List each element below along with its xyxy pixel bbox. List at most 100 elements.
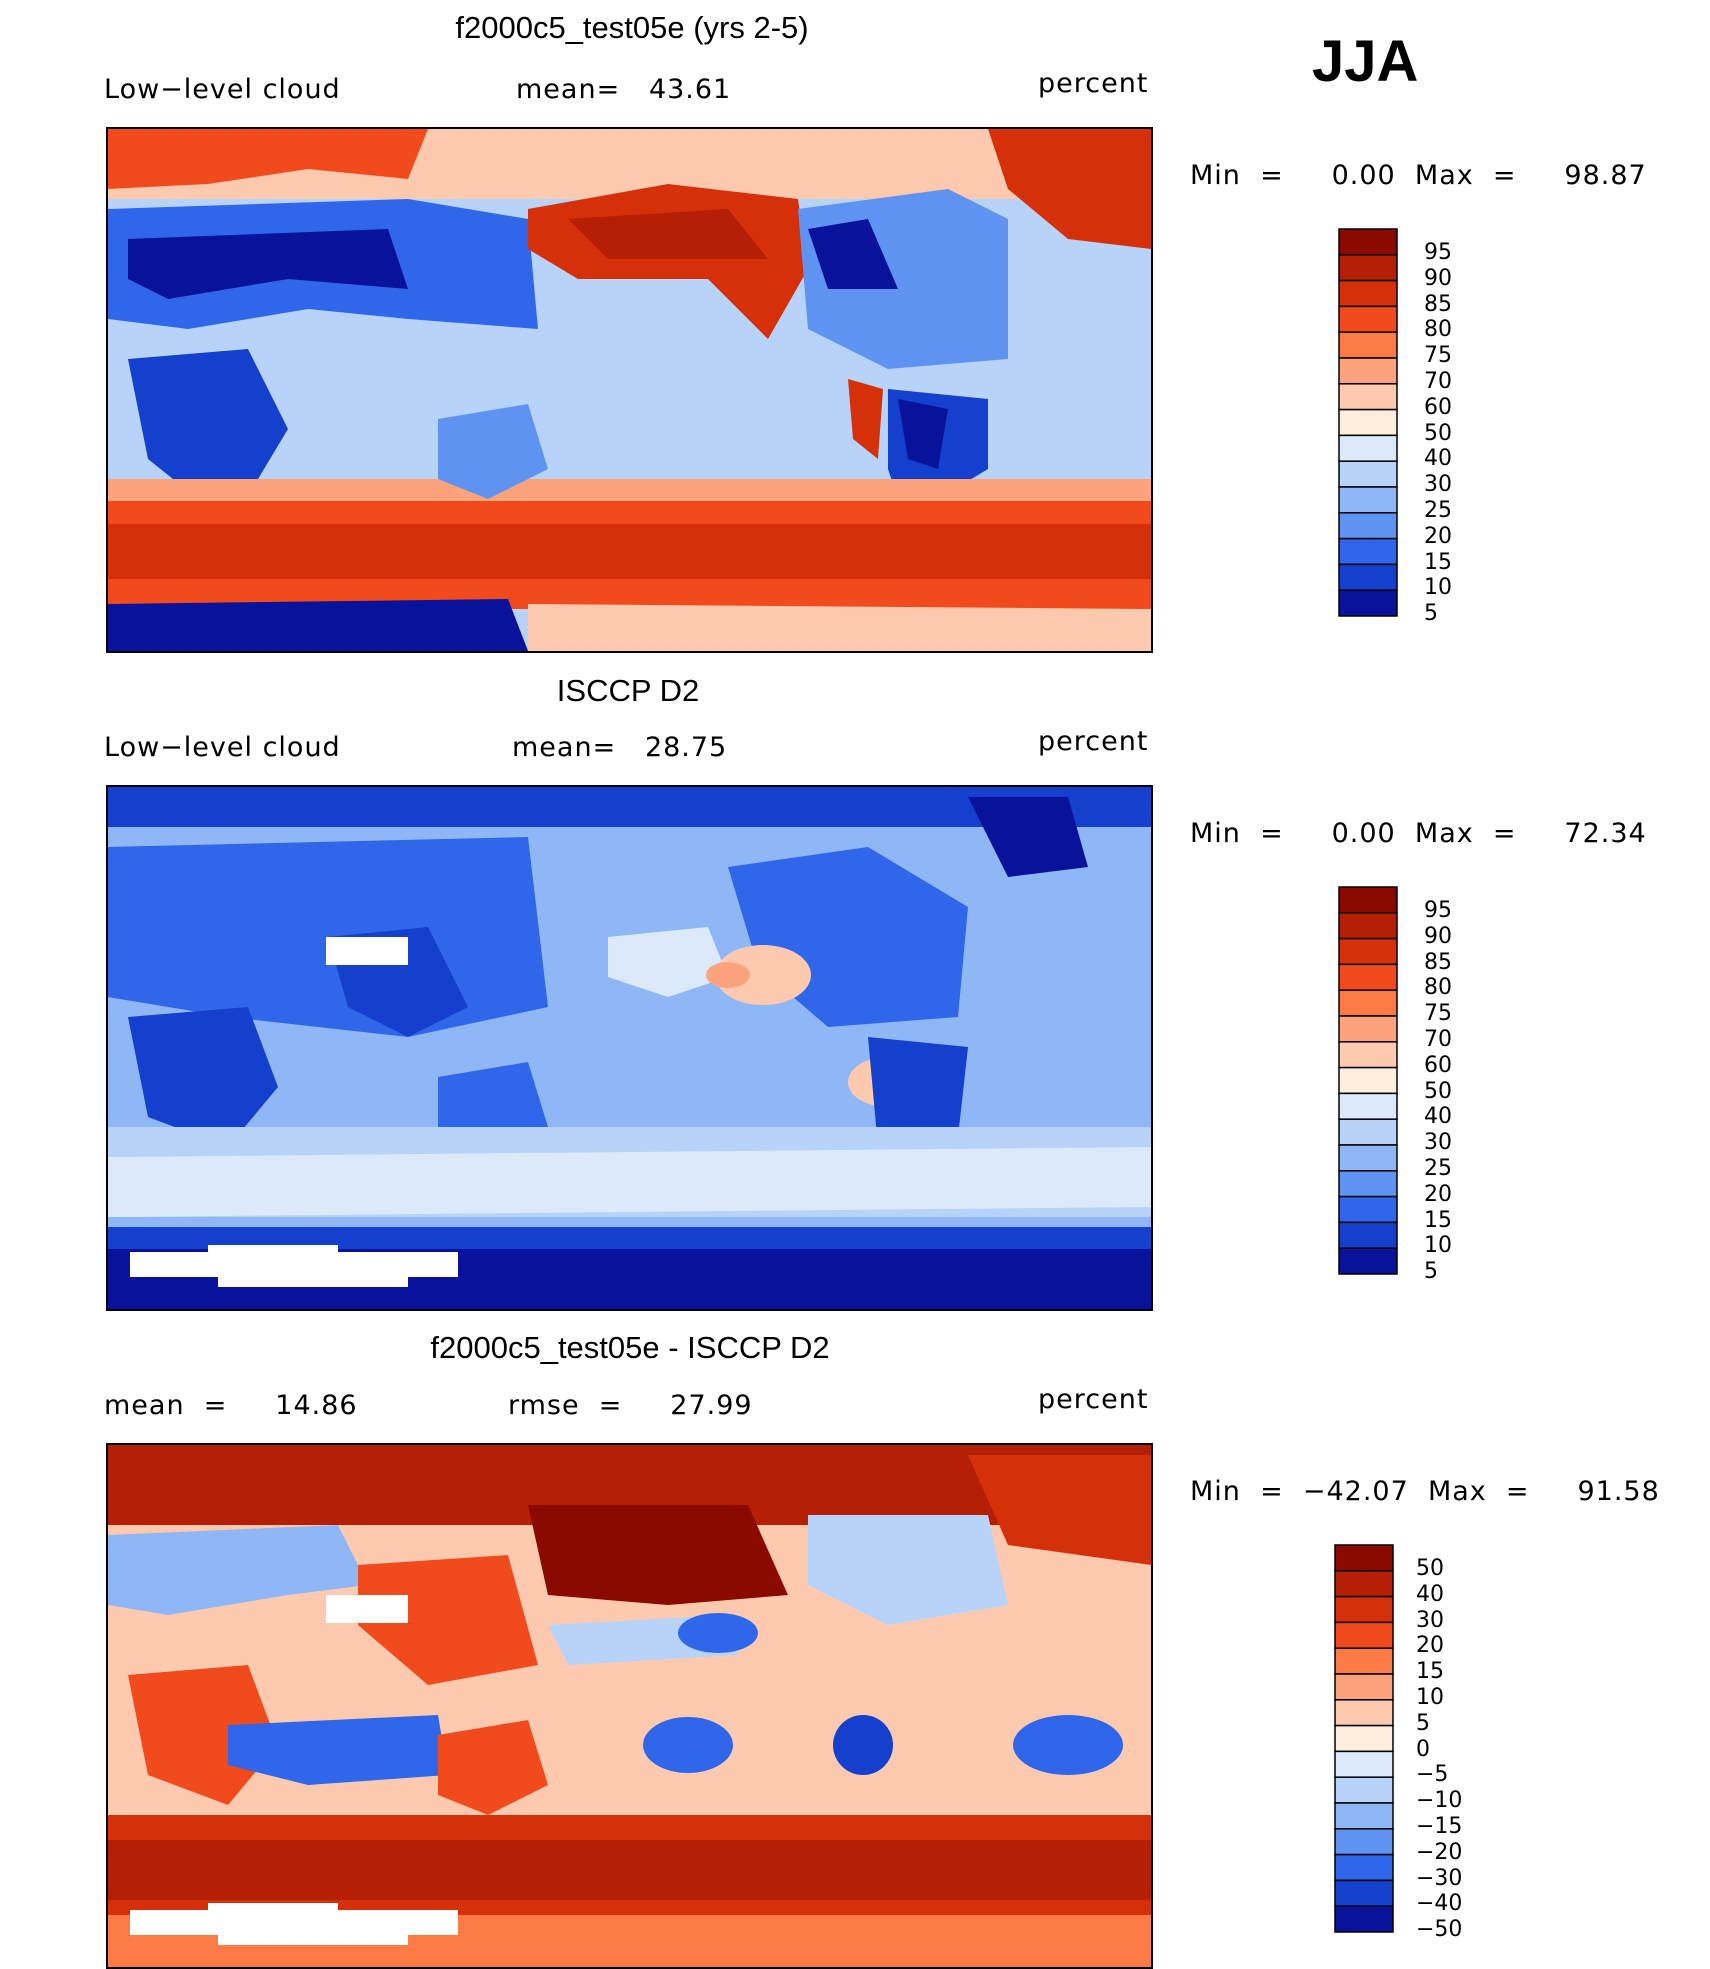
colorbar-swatch bbox=[1334, 1724, 1394, 1753]
colorbar-tick-label: −50 bbox=[1416, 1917, 1463, 1943]
colorbar-tick-label: 40 bbox=[1416, 1581, 1444, 1607]
amazon-very-low-cloud bbox=[898, 399, 948, 469]
colorbar-tick-label: 50 bbox=[1416, 1556, 1444, 1581]
colorbar-tick-label: 5 bbox=[1424, 1259, 1438, 1285]
panel1-minmax: Min = 0.00 Max = 98.87 bbox=[1190, 160, 1647, 191]
north-pacific-mid-cloud bbox=[608, 927, 728, 997]
eurasia-very-low-cloud bbox=[128, 229, 408, 299]
colorbar-tick-label: −40 bbox=[1416, 1891, 1463, 1917]
panel2-variable-label: Low−level cloud bbox=[104, 732, 341, 763]
colorbar-tick-label: −10 bbox=[1416, 1788, 1463, 1814]
colorbar-tick-label: 60 bbox=[1424, 1052, 1452, 1078]
north-america-negative-bias bbox=[808, 1515, 1008, 1625]
colorbar-swatch bbox=[1338, 886, 1398, 914]
colorbar-swatch bbox=[1338, 460, 1398, 488]
colorbar-swatch bbox=[1338, 563, 1398, 591]
colorbar-tick-label: −20 bbox=[1416, 1839, 1463, 1865]
africa-low-cloud bbox=[128, 1007, 278, 1147]
colorbar-tick-label: 10 bbox=[1416, 1685, 1444, 1710]
colorbar-tick-label: 50 bbox=[1424, 420, 1452, 446]
colorbar-tick-label: 5 bbox=[1424, 601, 1438, 627]
panel2-map bbox=[106, 785, 1153, 1311]
rockies-very-low-cloud bbox=[808, 219, 898, 289]
peru-stratocumulus bbox=[848, 379, 883, 459]
colorbar-swatch bbox=[1334, 1595, 1394, 1624]
colorbar-swatch bbox=[1338, 279, 1398, 308]
colorbar-swatch bbox=[1338, 1041, 1398, 1069]
antarctica-low-cloud bbox=[108, 599, 528, 651]
panel3-map bbox=[106, 1443, 1153, 1969]
arctic-high-cloud bbox=[108, 129, 428, 189]
panel3-minmax: Min = −42.07 Max = 91.58 bbox=[1190, 1476, 1660, 1507]
colorbar-swatch bbox=[1338, 1221, 1398, 1249]
panel1-units-label: percent bbox=[1038, 68, 1149, 99]
colorbar-tick-label: 5 bbox=[1416, 1710, 1430, 1736]
colorbar-tick-label: 75 bbox=[1424, 1001, 1452, 1027]
colorbar-swatch bbox=[1338, 537, 1398, 566]
panel1-colorbar bbox=[1338, 228, 1402, 622]
colorbar-swatch bbox=[1334, 1544, 1394, 1572]
southern-ocean-core bbox=[108, 524, 1151, 579]
colorbar-swatch bbox=[1338, 912, 1398, 940]
colorbar-swatch bbox=[1338, 434, 1398, 462]
panel1-colorbar-swatches bbox=[1338, 228, 1398, 617]
colorbar-tick-label: 40 bbox=[1424, 446, 1452, 472]
southern-ocean-core bbox=[108, 1147, 1151, 1217]
southern-ocean-core bbox=[108, 1840, 1151, 1900]
season-label: JJA bbox=[1312, 29, 1419, 94]
panel2-mean-label: mean= 28.75 bbox=[512, 732, 728, 763]
colorbar-swatch bbox=[1334, 1776, 1394, 1804]
colorbar-tick-label: −5 bbox=[1416, 1762, 1449, 1788]
colorbar-tick-label: 30 bbox=[1424, 472, 1452, 498]
southern-ocean-edge bbox=[108, 479, 1151, 501]
panel1-mean-label: mean= 43.61 bbox=[516, 74, 732, 105]
colorbar-swatch bbox=[1338, 305, 1398, 333]
colorbar-swatch bbox=[1338, 383, 1398, 411]
colorbar-tick-label: 85 bbox=[1424, 291, 1452, 317]
california-stratus bbox=[715, 945, 811, 1005]
tibet-missing-data bbox=[326, 937, 408, 965]
colorbar-swatch bbox=[1338, 357, 1398, 385]
colorbar-swatch bbox=[1334, 1828, 1394, 1856]
colorbar-tick-label: 85 bbox=[1424, 949, 1452, 975]
greenland-very-low-cloud bbox=[968, 797, 1088, 877]
colorbar-swatch bbox=[1338, 1118, 1398, 1146]
colorbar-tick-label: 20 bbox=[1424, 523, 1452, 549]
colorbar-swatch bbox=[1338, 963, 1398, 991]
panel3-units-label: percent bbox=[1038, 1384, 1149, 1415]
colorbar-tick-label: 75 bbox=[1424, 343, 1452, 369]
panel3-mean-label: mean = 14.86 bbox=[104, 1390, 358, 1421]
colorbar-swatch bbox=[1334, 1879, 1394, 1907]
panel1-map bbox=[106, 127, 1153, 653]
colorbar-tick-label: −15 bbox=[1416, 1814, 1463, 1839]
south-atlantic-negative-bias bbox=[1013, 1715, 1123, 1775]
colorbar-swatch bbox=[1338, 1170, 1398, 1198]
colorbar-swatch bbox=[1338, 1144, 1398, 1172]
colorbar-swatch bbox=[1334, 1570, 1394, 1598]
panel2-minmax: Min = 0.00 Max = 72.34 bbox=[1190, 818, 1647, 849]
south-pacific-negative-bias bbox=[643, 1717, 733, 1773]
north-pacific-positive-bias bbox=[528, 1505, 788, 1605]
panel2-title: ISCCP D2 bbox=[556, 673, 700, 708]
panel2-units-label: percent bbox=[1038, 726, 1149, 757]
antarctica-missing-data bbox=[130, 1903, 458, 1945]
colorbar-tick-label: 20 bbox=[1424, 1181, 1452, 1207]
colorbar-swatch bbox=[1338, 254, 1398, 282]
colorbar-tick-label: 40 bbox=[1424, 1104, 1452, 1130]
colorbar-swatch bbox=[1338, 486, 1398, 514]
colorbar-tick-label: 15 bbox=[1424, 1207, 1452, 1233]
colorbar-tick-label: 30 bbox=[1424, 1130, 1452, 1156]
asia-positive-bias bbox=[358, 1555, 538, 1685]
colorbar-swatch bbox=[1338, 331, 1398, 359]
colorbar-tick-label: 25 bbox=[1424, 498, 1452, 523]
panel1-variable-label: Low−level cloud bbox=[104, 74, 341, 105]
colorbar-tick-label: 10 bbox=[1424, 575, 1452, 601]
colorbar-tick-label: 90 bbox=[1424, 265, 1452, 291]
north-pacific-peak-cloud bbox=[568, 209, 768, 259]
california-stratus-core bbox=[706, 962, 750, 988]
colorbar-tick-label: 25 bbox=[1424, 1156, 1452, 1181]
panel3-rmse-label: rmse = 27.99 bbox=[508, 1390, 753, 1421]
colorbar-swatch bbox=[1334, 1647, 1394, 1675]
colorbar-swatch bbox=[1338, 1015, 1398, 1043]
australia-low-cloud bbox=[438, 404, 548, 499]
